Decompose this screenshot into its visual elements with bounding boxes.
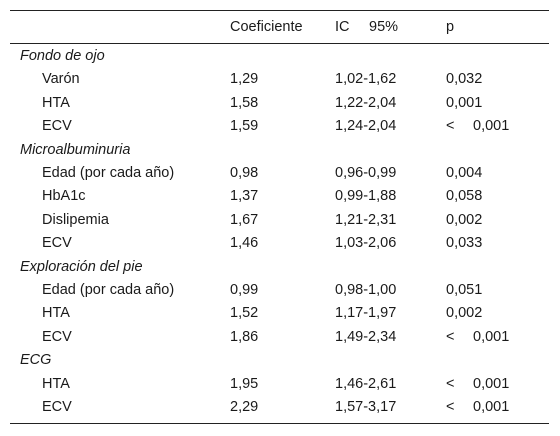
group-header-row: Microalbuminuria	[10, 138, 549, 161]
row-label: Dislipemia	[42, 211, 109, 228]
group-header-row: ECG	[10, 348, 549, 371]
row-p: 0,058	[446, 187, 482, 205]
table-row: Edad (por cada año) 0,99 0,98-1,00 0,051	[10, 278, 549, 301]
row-p-value: 0,004	[446, 165, 483, 181]
table-row: ECV 2,29 1,57-3,17 <0,001	[10, 395, 549, 418]
row-ic: 1,46-2,61	[335, 375, 397, 392]
row-p-value: 0,001	[473, 328, 510, 345]
row-label: ECV	[42, 328, 72, 345]
group-title: Exploración del pie	[20, 258, 143, 275]
group-header-row: Exploración del pie	[10, 255, 549, 278]
row-coeficiente: 1,59	[230, 118, 259, 135]
row-coeficiente: 0,99	[230, 282, 259, 298]
row-p-value: 0,033	[446, 235, 483, 252]
row-label: ECV	[42, 118, 72, 135]
row-p: 0,033	[446, 234, 482, 252]
table-row: Edad (por cada año) 0,98 0,96-0,99 0,004	[10, 161, 549, 184]
table-row: ECV 1,59 1,24-2,04 <0,001	[10, 114, 549, 137]
row-p-value: 0,002	[446, 211, 483, 228]
row-ic: 0,98-1,00	[335, 282, 397, 298]
row-ic: 1,03-2,06	[335, 235, 397, 252]
row-p-value: 0,001	[446, 94, 483, 111]
row-ic: 1,02-1,62	[335, 71, 397, 88]
header-ic-pct: 95%	[369, 19, 399, 35]
row-ic: 1,24-2,04	[335, 118, 397, 135]
row-p: <0,001	[446, 398, 509, 416]
header-coeficiente: Coeficiente	[230, 19, 303, 35]
row-p-prefix: <	[446, 328, 455, 345]
row-p-value: 0,002	[446, 305, 483, 322]
row-p: 0,032	[446, 70, 482, 88]
row-coeficiente: 1,67	[230, 211, 259, 228]
row-ic: 1,49-2,34	[335, 328, 397, 345]
row-coeficiente: 1,95	[230, 375, 259, 392]
row-p: 0,004	[446, 164, 482, 182]
row-p: 0,051	[446, 281, 482, 299]
table-row: Dislipemia 1,67 1,21-2,31 0,002	[10, 208, 549, 231]
row-p-value: 0,058	[446, 188, 483, 205]
row-ic: 1,21-2,31	[335, 211, 397, 228]
group-title: Microalbuminuria	[20, 141, 131, 158]
row-p-value: 0,001	[473, 375, 510, 392]
group-title: ECG	[20, 352, 52, 369]
row-label: Edad (por cada año)	[42, 282, 175, 298]
table-row: ECV 1,46 1,03-2,06 0,033	[10, 231, 549, 254]
header-ic: IC 95%	[335, 18, 398, 36]
row-coeficiente: 2,29	[230, 399, 259, 415]
row-label: HTA	[42, 94, 70, 111]
row-label: Varón	[42, 71, 80, 88]
table-top-rule	[10, 10, 549, 11]
row-label: Edad (por cada año)	[42, 165, 175, 181]
table-row: HTA 1,52 1,17-1,97 0,002	[10, 301, 549, 324]
row-p-value: 0,032	[446, 71, 483, 88]
group-title: Fondo de ojo	[20, 48, 105, 64]
row-ic: 0,96-0,99	[335, 165, 397, 181]
row-p-prefix: <	[446, 118, 455, 135]
row-p: <0,001	[446, 375, 509, 393]
row-coeficiente: 1,86	[230, 328, 259, 345]
header-ic-label: IC	[335, 19, 350, 35]
row-label: ECV	[42, 235, 72, 252]
row-p: 0,001	[446, 94, 482, 112]
row-p-value: 0,001	[473, 118, 510, 135]
table-row: ECV 1,86 1,49-2,34 <0,001	[10, 325, 549, 348]
row-p-prefix: <	[446, 399, 455, 415]
row-p: 0,002	[446, 304, 482, 322]
row-coeficiente: 1,52	[230, 305, 259, 322]
table-row: Varón 1,29 1,02-1,62 0,032	[10, 67, 549, 90]
row-ic: 0,99-1,88	[335, 188, 397, 205]
table-header: Coeficiente IC 95% p	[10, 10, 549, 43]
row-coeficiente: 1,58	[230, 94, 259, 111]
row-coeficiente: 1,29	[230, 71, 259, 88]
table-row: HTA 1,58 1,22-2,04 0,001	[10, 91, 549, 114]
row-label: HbA1c	[42, 188, 86, 205]
row-p-value: 0,001	[473, 399, 510, 415]
table-row: HTA 1,95 1,46-2,61 <0,001	[10, 372, 549, 395]
row-p-prefix: <	[446, 375, 455, 392]
table-row: HbA1c 1,37 0,99-1,88 0,058	[10, 184, 549, 207]
table-bottom-rule	[10, 423, 549, 424]
row-coeficiente: 1,37	[230, 188, 259, 205]
row-p-value: 0,051	[446, 282, 483, 298]
group-header-row: Fondo de ojo	[10, 44, 549, 67]
table-header-rule	[10, 43, 549, 44]
row-ic: 1,22-2,04	[335, 94, 397, 111]
header-p: p	[446, 19, 455, 35]
row-coeficiente: 1,46	[230, 235, 259, 252]
row-label: ECV	[42, 399, 72, 415]
row-ic: 1,57-3,17	[335, 399, 397, 415]
row-ic: 1,17-1,97	[335, 305, 397, 322]
row-p: 0,002	[446, 211, 482, 229]
row-p: <0,001	[446, 328, 509, 346]
row-label: HTA	[42, 375, 70, 392]
row-label: HTA	[42, 305, 70, 322]
row-p: <0,001	[446, 117, 509, 135]
row-coeficiente: 0,98	[230, 165, 259, 181]
